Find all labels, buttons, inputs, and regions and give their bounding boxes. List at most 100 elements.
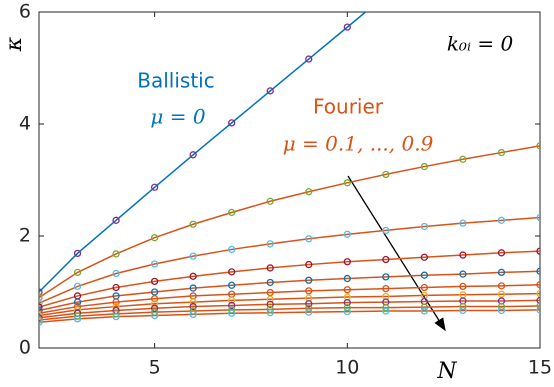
y-tick-label: 0	[19, 337, 31, 359]
data-point	[497, 302, 506, 311]
arrow	[347, 175, 446, 332]
data-point	[189, 272, 197, 280]
data-point	[459, 219, 467, 227]
data-point	[266, 87, 274, 95]
series-line	[39, 12, 367, 293]
data-point	[150, 311, 159, 320]
data-point	[266, 309, 274, 317]
data-point	[39, 316, 43, 324]
data-point	[228, 119, 236, 127]
data-point	[39, 288, 43, 296]
data-point	[305, 287, 313, 295]
data-point	[112, 302, 120, 311]
y-axis-label: κ	[2, 36, 27, 52]
data-point	[266, 278, 274, 287]
data-point	[189, 298, 197, 306]
data-point	[266, 300, 274, 308]
y-tick-label: 2	[19, 225, 31, 247]
data-point	[112, 283, 120, 292]
data-point	[497, 282, 506, 290]
series-line	[39, 250, 540, 308]
series-line	[39, 145, 540, 299]
annotation: Ballistic	[137, 69, 214, 93]
data-point	[39, 309, 43, 317]
data-point	[228, 296, 236, 305]
data-point	[382, 304, 390, 312]
data-point	[536, 296, 540, 305]
data-point	[112, 269, 120, 278]
data-point	[305, 55, 313, 63]
data-point	[459, 251, 467, 259]
data-point	[343, 298, 351, 307]
data-point	[150, 308, 159, 316]
data-point	[73, 268, 82, 277]
data-point	[73, 312, 82, 320]
data-point	[305, 235, 313, 243]
data-point	[266, 288, 274, 297]
data-point	[420, 283, 429, 292]
data-point	[420, 271, 429, 279]
data-point	[343, 307, 351, 316]
y-tick-label: 4	[19, 113, 31, 135]
data-point	[420, 303, 429, 311]
data-point	[112, 298, 120, 306]
data-point	[39, 318, 43, 326]
data-point	[228, 301, 236, 310]
data-point	[73, 282, 82, 291]
data-point	[228, 309, 236, 317]
data-point	[150, 304, 159, 312]
data-point	[343, 304, 351, 312]
data-point	[497, 290, 506, 298]
data-point	[536, 247, 540, 255]
data-point	[382, 307, 390, 315]
data-point	[150, 260, 159, 268]
data-point	[73, 249, 82, 258]
x-tick-label: 5	[149, 357, 161, 379]
series-line	[39, 216, 540, 304]
data-point	[266, 305, 274, 314]
data-point	[343, 274, 351, 283]
data-point	[150, 234, 159, 242]
data-point	[459, 270, 467, 278]
data-point	[228, 268, 236, 276]
data-point	[150, 295, 159, 303]
data-point	[382, 255, 390, 264]
data-point	[228, 208, 236, 217]
x-axis-label: N	[436, 359, 457, 384]
annotation: μ = 0.1, ..., 0.9	[283, 132, 434, 156]
series-line	[39, 292, 540, 317]
data-point	[459, 282, 467, 291]
data-point	[150, 300, 159, 308]
data-point	[189, 252, 197, 260]
data-point	[420, 307, 429, 315]
y-tick-label: 6	[19, 1, 31, 23]
data-point	[150, 277, 159, 286]
data-point	[112, 216, 120, 224]
data-point	[382, 273, 390, 281]
series-line	[39, 283, 540, 315]
data-point	[305, 260, 313, 269]
data-point	[497, 268, 506, 277]
x-tick-label: 15	[528, 357, 552, 379]
data-point	[266, 295, 274, 303]
data-point	[305, 308, 313, 316]
data-point	[536, 213, 540, 222]
data-point	[459, 302, 467, 311]
data-point	[382, 284, 390, 293]
series-line	[39, 309, 540, 323]
data-point	[266, 197, 274, 205]
data-point	[112, 310, 120, 318]
data-point	[150, 183, 159, 191]
data-point	[228, 306, 236, 314]
data-point	[39, 306, 43, 315]
data-point	[536, 142, 540, 150]
data-point	[382, 226, 390, 235]
annotation: Fourier	[313, 95, 384, 119]
data-point	[420, 253, 429, 261]
data-point	[536, 306, 540, 314]
annotation: μ = 0	[150, 105, 205, 129]
data-point	[39, 314, 43, 322]
plot-area	[39, 12, 540, 326]
data-point	[189, 302, 197, 311]
